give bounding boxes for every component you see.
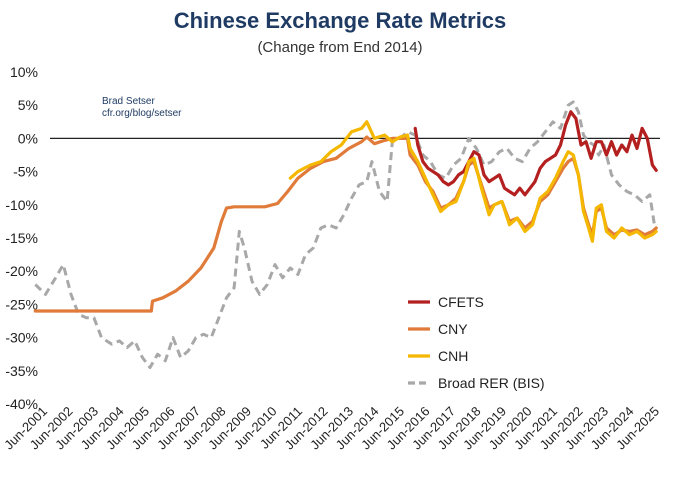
legend-label-broad-rer-bis: Broad RER (BIS) (438, 375, 545, 391)
y-tick-label: -40% (5, 396, 38, 412)
x-axis: Jun-2001Jun-2002Jun-2003Jun-2004Jun-2005… (1, 404, 662, 453)
legend-label-cnh: CNH (438, 348, 468, 364)
series-line-cnh (288, 120, 658, 243)
chart-subtitle: (Change from End 2014) (257, 39, 422, 56)
series-line-cfets (413, 110, 658, 197)
y-axis: 10% 5% 0% -5% -10% -15% -20% -25% -30% -35% -40% (5, 64, 38, 412)
y-tick-label: -30% (5, 330, 38, 346)
legend-label-cfets: CFETS (438, 294, 484, 310)
series-line-broad-rer-bis (34, 100, 657, 369)
chart-title: Chinese Exchange Rate Metrics (174, 8, 507, 33)
y-tick-label: -20% (5, 263, 38, 279)
legend: CFETS CNY CNH Broad RER (BIS) (408, 294, 545, 391)
credit-author: Brad Setser (102, 96, 155, 107)
y-tick-label: -15% (5, 230, 38, 246)
y-tick-label: -10% (5, 197, 38, 213)
y-tick-label: 10% (10, 64, 38, 80)
credit-url: cfr.org/blog/setser (102, 108, 182, 119)
y-tick-label: -5% (13, 164, 38, 180)
series-layer (33, 100, 658, 369)
y-tick-label: 0% (18, 130, 38, 146)
y-tick-label: 5% (18, 97, 38, 113)
y-tick-label: -35% (5, 363, 38, 379)
y-tick-label: -25% (5, 296, 38, 312)
legend-label-cny: CNY (438, 321, 468, 337)
